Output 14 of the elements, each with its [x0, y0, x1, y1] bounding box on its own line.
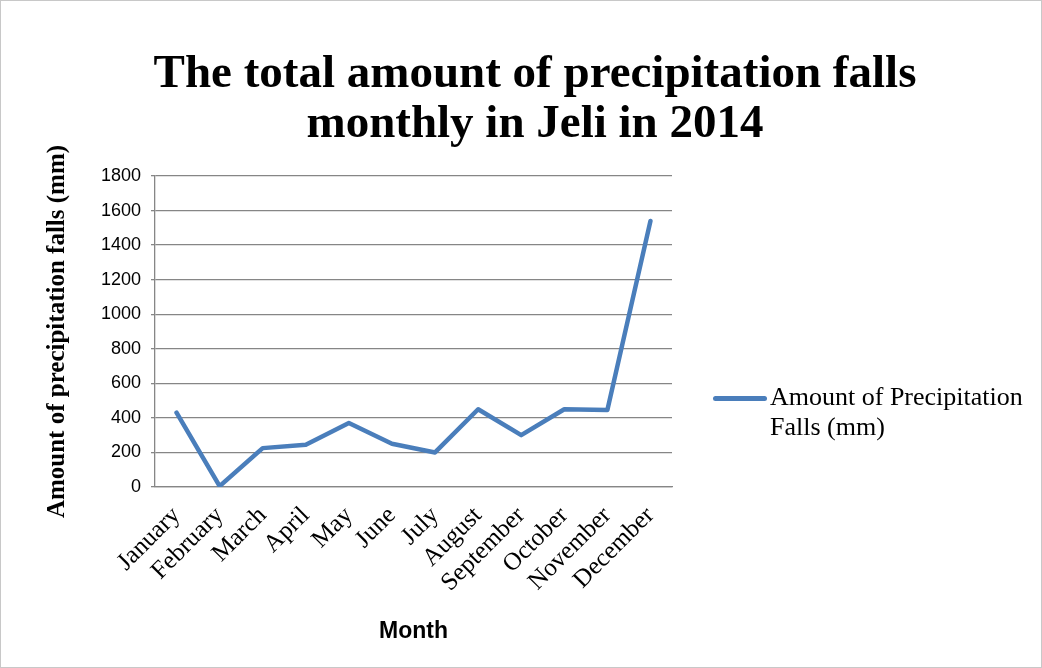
y-tick-label: 1400 [100, 234, 141, 255]
y-tick-label: 400 [110, 406, 141, 427]
y-tick-label: 1800 [100, 164, 141, 185]
y-tick-label: 1200 [100, 268, 141, 289]
y-tick-label: 1000 [100, 303, 141, 324]
legend-label: Amount of Precipitation Falls (mm) [770, 382, 1024, 442]
y-tick-label: 600 [110, 372, 141, 393]
y-tick-label: 200 [110, 441, 141, 462]
y-tick-label: 800 [110, 337, 141, 358]
chart-title: The total amount of precipitation falls monthly in Jeli in 2014 [152, 45, 918, 147]
y-tick-label: 1600 [100, 199, 141, 220]
x-axis-title: Month [379, 616, 448, 643]
y-axis-title: Amount of precipitation falls (mm) [42, 144, 71, 519]
y-tick-label: 0 [130, 475, 141, 496]
